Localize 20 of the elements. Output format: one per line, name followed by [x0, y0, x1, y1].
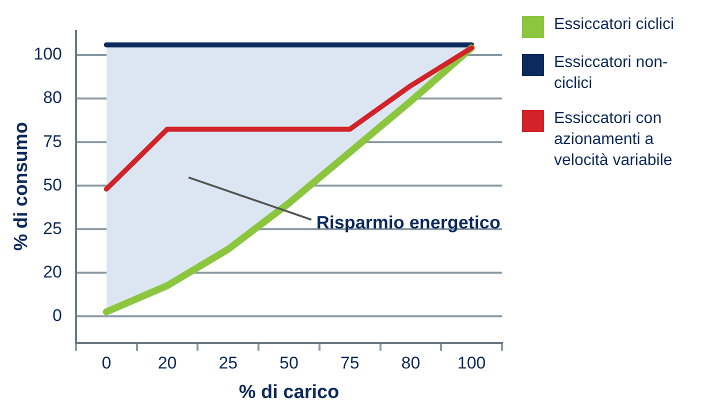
legend-label: Essiccatori non-ciclici	[554, 53, 669, 94]
annotation: Risparmio energetico	[316, 212, 500, 233]
y-axis-title: % di consumo	[11, 122, 32, 251]
x-tick-label: 25	[218, 354, 238, 373]
text: 50	[43, 175, 62, 194]
x-tick-label: 100	[457, 354, 486, 373]
text: 75	[43, 132, 62, 151]
text: 25	[43, 218, 62, 238]
legend-label: Essiccatori ciclici	[554, 15, 674, 35]
x-tick-label: 20	[158, 354, 177, 373]
x-tick-label: 50	[280, 354, 298, 373]
x-axis-title: % di carico	[238, 382, 340, 403]
x-tick-label: 0	[102, 354, 112, 373]
text: 80	[43, 88, 62, 108]
text: 0	[52, 306, 62, 325]
text: 20	[43, 262, 62, 282]
x-tick-label: 80	[401, 354, 420, 373]
legend-label: Essiccatori con azionamenti a velocità variabile	[554, 109, 674, 171]
text: 100	[34, 44, 62, 64]
x-tick-label: 75	[340, 354, 360, 373]
